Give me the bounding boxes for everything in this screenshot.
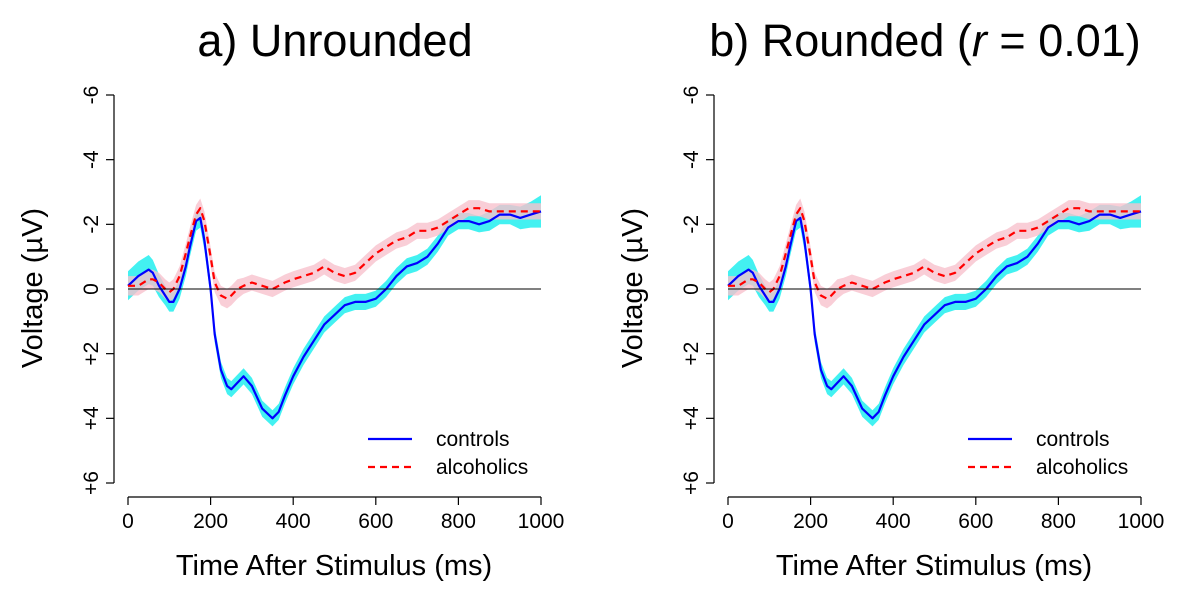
panel-b-x-tick-label: 400 [876, 510, 911, 533]
panel-a-x-axis-label: Time After Stimulus (ms) [176, 550, 492, 582]
panel-b-y-tick-label: -2 [680, 215, 703, 234]
panel-b: b) Rounded (r = 0.01) Voltage (µV) Time … [617, 15, 1164, 582]
panel-a-legend-alcoholics-label: alcoholics [436, 456, 528, 479]
panel-a-legend-controls-label: controls [436, 428, 510, 451]
panel-b-controls-line [727, 210, 1142, 420]
panel-b-y-tick-label: +4 [680, 406, 703, 430]
panel-a-y-tick-label: -2 [80, 215, 103, 234]
panel-a-controls-confidence-band [128, 195, 541, 427]
panel-b-x-tick-label: 1000 [1118, 510, 1165, 533]
panel-a-alcoholics-line [128, 207, 541, 300]
panel-b-y-axis-label: Voltage (µV) [617, 208, 649, 368]
panel-a-lines [127, 207, 542, 420]
panel-b-alcoholics-confidence-band [728, 198, 1141, 309]
panel-a-y-tick-label: +2 [80, 342, 103, 366]
panel-b-legend-controls-label: controls [1036, 428, 1110, 451]
panel-a-controls-line [127, 210, 542, 420]
panel-a-x-tick-label: 800 [441, 510, 476, 533]
panel-a-x-tick-label: 200 [193, 510, 228, 533]
panel-a-y-tick-label: +6 [80, 471, 103, 495]
panel-b-title: b) Rounded (r = 0.01) [709, 15, 1141, 66]
panel-a-y-tick-label: -6 [80, 86, 103, 105]
panel-b-legend: controls alcoholics [968, 428, 1128, 479]
panel-b-lines [727, 207, 1142, 420]
panel-b-bands [728, 195, 1141, 427]
panel-b-y-tick-label: -6 [680, 86, 703, 105]
panel-b-controls-confidence-band [728, 195, 1141, 427]
panel-a-axes: 0 200 400 600 800 1000 -6 -4 -2 0 +2 +4 +6 [80, 86, 564, 533]
panel-a-title: a) Unrounded [197, 15, 472, 66]
panel-b-x-axis-label: Time After Stimulus (ms) [776, 550, 1092, 582]
panel-b-x-tick-label: 600 [958, 510, 993, 533]
panel-b-axes: 0 200 400 600 800 1000 -6 -4 -2 0 +2 +4 +6 [680, 86, 1164, 533]
panel-a-y-tick-label: -4 [80, 150, 103, 169]
panel-b-y-tick-label: 0 [680, 283, 703, 295]
panel-a-x-tick-label: 400 [276, 510, 311, 533]
panel-a-x-tick-label: 600 [358, 510, 393, 533]
panel-b-x-tick-label: 200 [793, 510, 828, 533]
panel-b-x-tick-label: 0 [722, 510, 734, 533]
panel-a-y-tick-label: +4 [80, 406, 103, 430]
panel-a: a) Unrounded Voltage (µV) Time After Sti… [17, 15, 564, 582]
panel-b-alcoholics-line [728, 207, 1141, 300]
panel-a-x-tick-label: 1000 [518, 510, 565, 533]
panel-a-legend: controls alcoholics [368, 428, 528, 479]
panel-a-bands [128, 195, 541, 427]
panel-a-x-tick-label: 0 [122, 510, 134, 533]
panel-b-legend-alcoholics-label: alcoholics [1036, 456, 1128, 479]
panel-b-y-tick-label: +6 [680, 471, 703, 495]
panel-b-y-tick-label: +2 [680, 342, 703, 366]
panel-a-y-axis-label: Voltage (µV) [17, 208, 49, 368]
panel-b-y-tick-label: -4 [680, 150, 703, 169]
panel-a-alcoholics-confidence-band [128, 198, 541, 309]
panel-a-y-tick-label: 0 [80, 283, 103, 295]
panel-b-x-tick-label: 800 [1041, 510, 1076, 533]
